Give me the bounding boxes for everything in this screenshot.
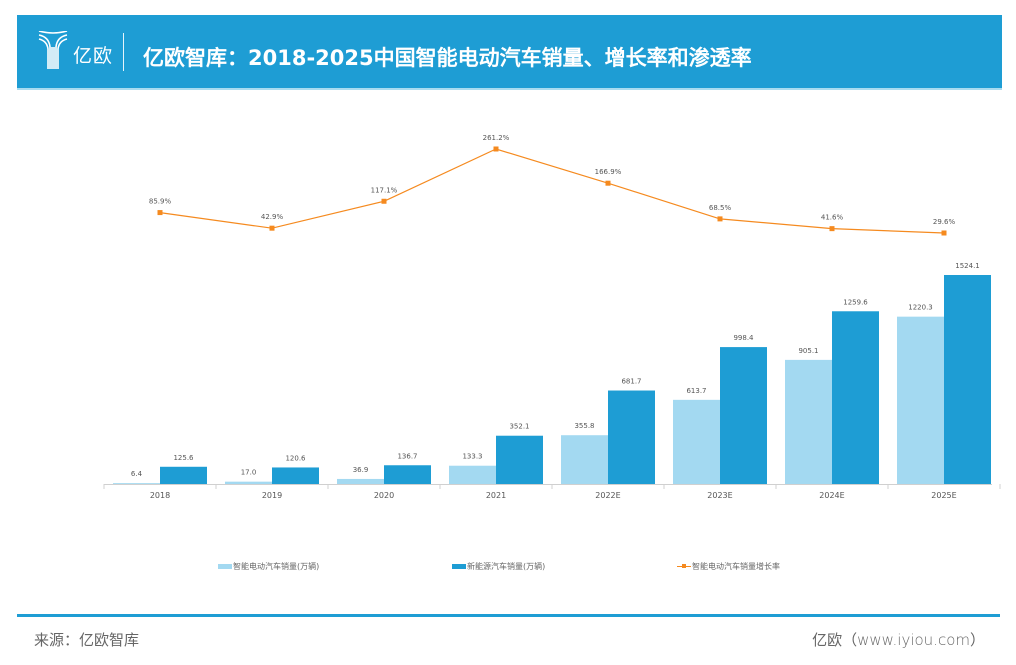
legend-swatch-nev <box>452 564 466 569</box>
data-label-smart-ev: 905.1 <box>798 347 818 355</box>
data-label-nev: 120.6 <box>285 454 306 462</box>
footer-divider <box>17 614 1000 617</box>
legend-item-nev: 新能源汽车销量(万辆) <box>452 561 545 572</box>
data-label-smart-ev: 1220.3 <box>908 304 933 312</box>
legend-swatch-growth <box>677 564 691 568</box>
data-label-smart-ev: 613.7 <box>686 387 706 395</box>
growth-rate-marker <box>941 230 947 236</box>
site-credit: 亿欧（www.iyiou.com） <box>812 631 985 649</box>
bar-nev <box>160 466 207 484</box>
data-label-smart-ev: 36.9 <box>353 466 369 474</box>
legend-item-smart-ev: 智能电动汽车销量(万辆) <box>218 561 319 572</box>
legend-label-nev: 新能源汽车销量(万辆) <box>467 562 546 571</box>
data-label-nev: 125.6 <box>173 454 194 462</box>
data-label-smart-ev: 355.8 <box>574 422 594 430</box>
x-tick-label: 2019 <box>262 491 282 500</box>
growth-rate-marker <box>493 146 499 152</box>
bar-nev <box>720 347 767 484</box>
growth-rate-line <box>159 148 945 234</box>
bar-smart-ev <box>225 481 272 484</box>
yiou-logo-icon <box>38 31 68 69</box>
growth-rate-marker <box>269 225 275 231</box>
legend-label-smart-ev: 智能电动汽车销量(万辆) <box>233 562 320 571</box>
growth-rate-label: 166.9% <box>595 168 622 176</box>
data-label-nev: 681.7 <box>621 378 641 386</box>
combo-chart: 6.4 125.6 2018 17.0 120.6 2019 36.9 136.7 2020 13… <box>103 134 1001 500</box>
data-label-smart-ev: 17.0 <box>241 469 257 477</box>
bar-smart-ev <box>337 478 384 484</box>
bar-smart-ev <box>785 359 832 484</box>
growth-rate-label: 117.1% <box>371 186 398 194</box>
data-label-nev: 1259.6 <box>843 298 868 306</box>
x-tick-label: 2022E <box>595 491 620 500</box>
growth-rate-marker <box>829 226 835 232</box>
legend-swatch-smart-ev <box>218 564 232 569</box>
bar-nev <box>384 465 431 484</box>
header-banner: 亿欧 亿欧智库：2018-2025中国智能电动汽车销量、增长率和渗透率 <box>17 15 1002 90</box>
bar-smart-ev <box>113 483 160 484</box>
x-tick-label: 2023E <box>707 491 732 500</box>
bar-nev <box>608 390 655 484</box>
data-label-nev: 136.7 <box>397 452 417 460</box>
x-tick-label: 2025E <box>931 491 956 500</box>
growth-rate-label: 85.9% <box>149 198 172 206</box>
growth-rate-marker <box>157 210 163 216</box>
page-title: 亿欧智库：2018-2025中国智能电动汽车销量、增长率和渗透率 <box>143 46 752 70</box>
growth-rate-marker <box>381 198 387 204</box>
x-tick-label: 2020 <box>374 491 394 500</box>
x-tick-label: 2018 <box>150 491 170 500</box>
bar-smart-ev <box>561 435 608 484</box>
growth-rate-marker <box>605 180 611 186</box>
growth-rate-label: 41.6% <box>821 214 844 222</box>
bar-nev <box>832 311 879 484</box>
bar-smart-ev <box>897 316 944 484</box>
x-tick-label: 2021 <box>486 491 506 500</box>
growth-rate-label: 68.5% <box>709 204 732 212</box>
data-label-nev: 352.1 <box>509 423 529 431</box>
logo-text: 亿欧 <box>73 45 114 67</box>
data-label-nev: 998.4 <box>733 334 754 342</box>
legend-item-growth: 智能电动汽车销量增长率 <box>677 561 780 572</box>
header-divider <box>123 33 124 71</box>
source-text: 来源：亿欧智库 <box>34 631 140 649</box>
bar-smart-ev <box>673 399 720 484</box>
growth-rate-marker <box>717 216 723 222</box>
growth-rate-label: 261.2% <box>483 134 510 142</box>
bar-nev <box>496 435 543 484</box>
bar-nev <box>944 275 991 484</box>
data-label-nev: 1524.1 <box>955 262 980 270</box>
data-label-smart-ev: 6.4 <box>131 470 143 478</box>
growth-rate-label: 29.6% <box>933 218 956 226</box>
data-label-smart-ev: 133.3 <box>462 453 482 461</box>
x-tick-label: 2024E <box>819 491 844 500</box>
bar-nev <box>272 467 319 484</box>
legend-label-growth: 智能电动汽车销量增长率 <box>692 562 780 571</box>
bar-smart-ev <box>449 465 496 484</box>
growth-rate-label: 42.9% <box>261 213 284 221</box>
